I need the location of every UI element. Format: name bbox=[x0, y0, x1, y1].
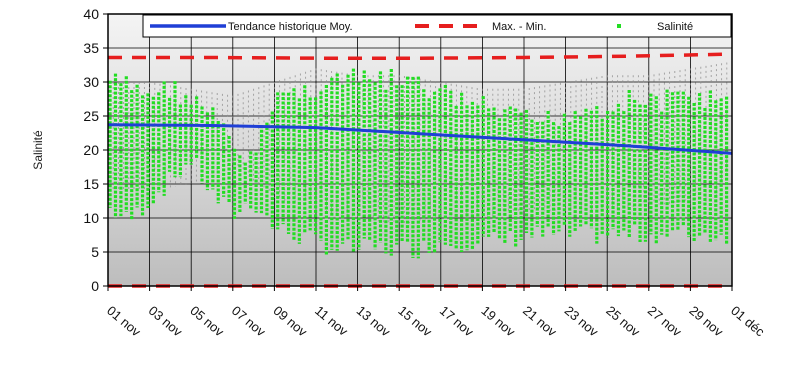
legend-label: Max. - Min. bbox=[492, 21, 546, 33]
x-axis: 01 nov 03 nov 05 nov 07 nov 09 nov 11 nov 13 n… bbox=[104, 286, 768, 340]
y-tick-label: 15 bbox=[83, 176, 99, 192]
y-tick-label: 35 bbox=[83, 40, 99, 56]
x-tick-label: 21 nov bbox=[520, 303, 560, 340]
x-tick-label: 09 nov bbox=[270, 303, 310, 340]
x-tick-label: 17 nov bbox=[437, 303, 477, 340]
x-tick-label: 01 nov bbox=[104, 303, 144, 340]
x-tick-label: 25 nov bbox=[603, 303, 643, 340]
x-tick-label: 11 nov bbox=[312, 303, 351, 339]
y-tick-label: 5 bbox=[91, 244, 99, 260]
legend-label: Salinité bbox=[657, 21, 693, 33]
x-tick-label: 29 nov bbox=[686, 303, 726, 340]
max-min-line bbox=[108, 52, 733, 60]
y-tick-label: 10 bbox=[83, 210, 99, 226]
y-axis: 0 5 10 15 20 25 30 35 40 bbox=[83, 6, 108, 294]
y-tick-label: 20 bbox=[83, 142, 99, 158]
y-tick-label: 25 bbox=[83, 108, 99, 124]
x-tick-label: 13 nov bbox=[354, 303, 394, 340]
legend-swatch-salinity bbox=[617, 24, 621, 28]
legend-label: Tendance historique Moy. bbox=[228, 21, 353, 33]
x-tick-label: 03 nov bbox=[146, 303, 186, 340]
x-tick-label: 05 nov bbox=[187, 303, 227, 340]
x-tick-label: 15 nov bbox=[395, 303, 435, 340]
x-tick-label: 01 déc bbox=[728, 303, 768, 340]
y-tick-label: 30 bbox=[83, 74, 99, 90]
salinity-series bbox=[108, 68, 729, 259]
trend-line bbox=[107, 123, 733, 155]
legend: Tendance historique Moy. Max. - Min. Salin… bbox=[142, 14, 732, 38]
x-tick-label: 07 nov bbox=[229, 303, 269, 340]
y-tick-label: 40 bbox=[83, 6, 99, 22]
legend-box bbox=[142, 14, 732, 38]
x-tick-label: 27 nov bbox=[645, 303, 685, 340]
y-tick-label: 0 bbox=[91, 278, 99, 294]
y-axis-label: Salinité bbox=[31, 130, 45, 170]
x-tick-label: 19 nov bbox=[478, 303, 518, 340]
x-tick-label: 23 nov bbox=[562, 303, 602, 340]
